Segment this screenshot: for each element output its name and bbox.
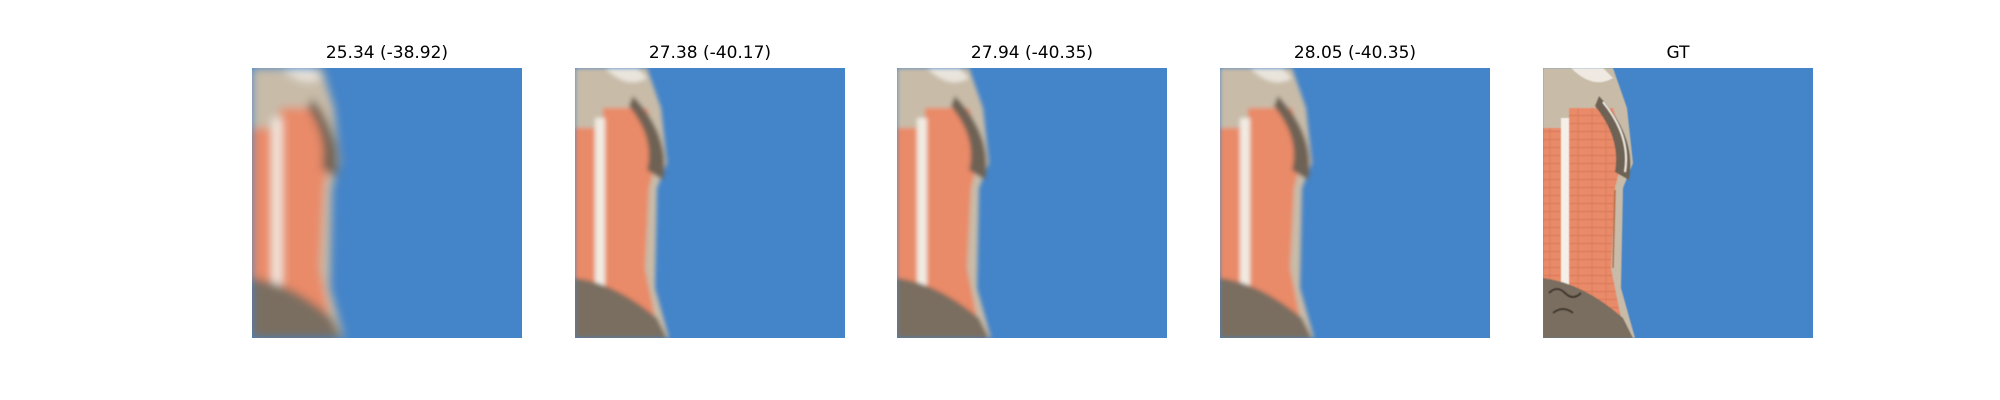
panel-title: 27.94 (-40.35) <box>970 43 1094 63</box>
panel-2: 27.38 (-40.17) <box>575 0 845 400</box>
panel-title: 25.34 (-38.92) <box>325 43 449 63</box>
building-crop-image <box>1543 68 1813 338</box>
building-crop-image <box>252 68 522 338</box>
panel-4: 28.05 (-40.35) <box>1220 0 1490 400</box>
building-crop-image <box>1220 68 1490 338</box>
panel-title: 27.38 (-40.17) <box>648 43 772 63</box>
building-crop-image <box>575 68 845 338</box>
panel-title: 28.05 (-40.35) <box>1293 43 1417 63</box>
panel-3: 27.94 (-40.35) <box>897 0 1167 400</box>
building-crop-image <box>897 68 1167 338</box>
panel-1: 25.34 (-38.92) <box>252 0 522 400</box>
panel-title: GT <box>1666 43 1690 63</box>
panel-5: GT <box>1543 0 1813 400</box>
